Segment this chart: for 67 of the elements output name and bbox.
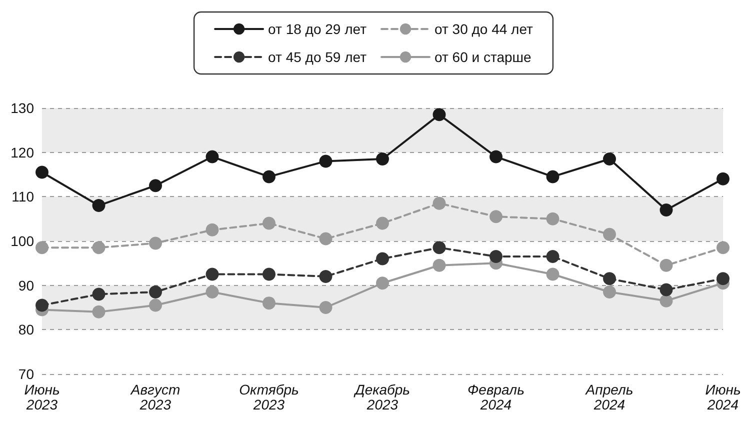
x-tick-label: Июнь 2023: [24, 382, 60, 412]
point: [92, 288, 106, 301]
y-tick-label: 90: [18, 277, 34, 294]
legend-label: от 60 и старше: [434, 49, 532, 65]
point: [262, 268, 276, 281]
point: [92, 241, 106, 254]
point: [716, 241, 730, 254]
point: [376, 252, 389, 266]
point: [490, 150, 502, 164]
legend-label: от 30 до 44 лет: [434, 21, 534, 37]
point: [262, 216, 276, 230]
point: [92, 305, 106, 318]
y-tick-label: 100: [10, 233, 34, 249]
point: [92, 199, 106, 212]
point: [149, 298, 162, 312]
x-tick-label: Август 2023: [130, 382, 180, 412]
point: [432, 196, 446, 210]
point: [206, 223, 219, 236]
x-tick-label: Июнь 2024: [705, 382, 741, 412]
point: [660, 203, 673, 216]
point: [262, 296, 276, 310]
point: [376, 276, 389, 290]
legend-label: от 18 до 29 лет: [268, 21, 368, 37]
point: [36, 298, 48, 312]
point: [660, 283, 673, 296]
point: [490, 210, 502, 224]
point: [319, 154, 332, 168]
point: [603, 272, 616, 286]
point: [546, 170, 560, 184]
point: [149, 236, 162, 250]
x-tick-label: Февраль 2024: [468, 382, 524, 412]
y-tick-label: 120: [10, 144, 34, 160]
x-tick-label: Октябрь 2023: [239, 382, 299, 412]
point: [716, 172, 730, 186]
point: [432, 108, 446, 122]
point: [603, 285, 616, 298]
point: [149, 285, 162, 298]
point: [376, 216, 389, 230]
point: [319, 232, 332, 246]
point: [716, 272, 730, 286]
point: [490, 250, 502, 264]
y-tick-label: 130: [10, 100, 34, 116]
y-tick-label: 110: [12, 188, 34, 205]
y-tick-label: 70: [18, 366, 34, 382]
point: [149, 179, 162, 192]
point: [206, 285, 219, 298]
point: [36, 241, 48, 254]
point: [376, 152, 389, 166]
point: [603, 228, 616, 241]
point: [432, 241, 446, 254]
point: [603, 152, 616, 166]
point: [546, 250, 560, 264]
point: [319, 301, 332, 314]
point: [206, 150, 219, 164]
point: [206, 268, 219, 281]
point: [262, 170, 276, 184]
point: [36, 166, 48, 179]
x-tick-label: Декабрь 2023: [352, 382, 410, 412]
point: [660, 258, 673, 272]
point: [660, 294, 673, 308]
y-tick-label: 80: [18, 322, 34, 338]
point: [319, 270, 332, 283]
point: [546, 212, 560, 226]
legend-label: от 45 до 59 лет: [268, 49, 368, 65]
x-tick-label: Апрель 2024: [584, 382, 634, 412]
point: [432, 258, 446, 272]
point: [546, 268, 560, 281]
